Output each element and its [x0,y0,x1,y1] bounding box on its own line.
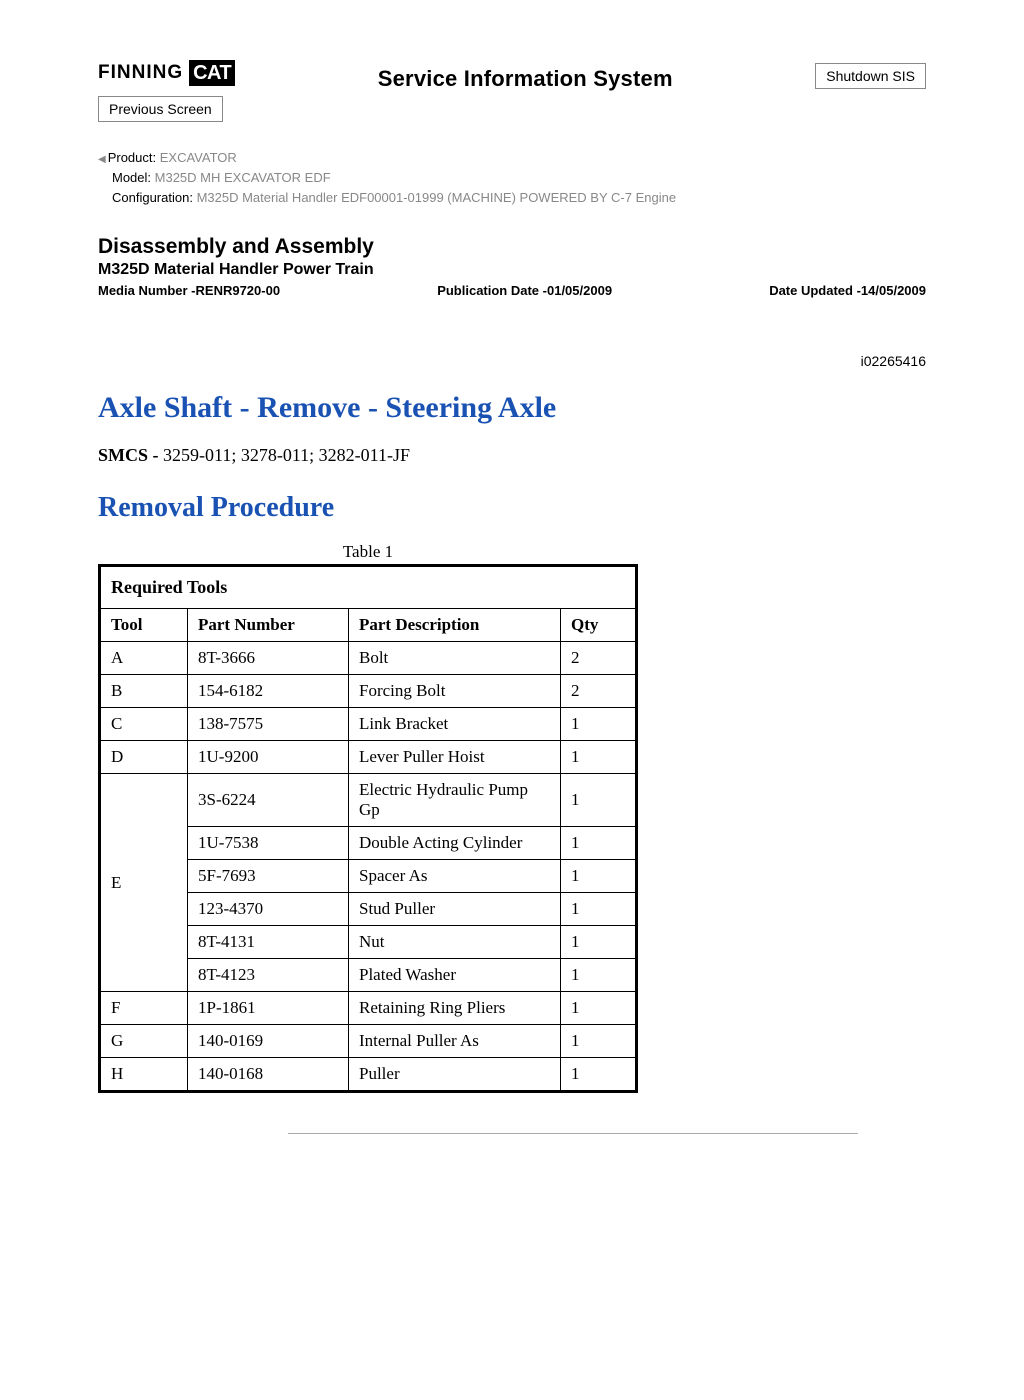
subsystem-heading: M325D Material Handler Power Train [98,261,926,279]
cell-tool: D [100,741,188,774]
cell-qty: 1 [561,1025,637,1058]
cell-qty: 1 [561,1058,637,1092]
cell-desc: Link Bracket [349,708,561,741]
table-row: E3S-6224Electric Hydraulic Pump Gp1 [100,774,637,827]
section-heading: Disassembly and Assembly [98,235,926,259]
cell-desc: Forcing Bolt [349,675,561,708]
cell-partnum: 8T-4131 [188,926,349,959]
cell-qty: 1 [561,992,637,1025]
brand-logo: FINNING CAT [98,60,235,86]
previous-screen-button[interactable]: Previous Screen [98,96,223,122]
cell-desc: Bolt [349,642,561,675]
publication-date: Publication Date -01/05/2009 [437,283,612,298]
cell-tool: E [100,774,188,992]
col-header-qty: Qty [561,609,637,642]
col-header-desc: Part Description [349,609,561,642]
cell-qty: 1 [561,959,637,992]
smcs-codes: SMCS - 3259-011; 3278-011; 3282-011-JF [98,445,926,466]
col-header-tool: Tool [100,609,188,642]
cell-qty: 2 [561,675,637,708]
required-tools-table: Required Tools Tool Part Number Part Des… [98,564,638,1093]
cell-qty: 2 [561,642,637,675]
section-divider [288,1133,858,1134]
brand-text: FINNING [98,62,183,84]
cell-desc: Stud Puller [349,893,561,926]
cell-desc: Nut [349,926,561,959]
cell-qty: 1 [561,893,637,926]
product-label: Product: [108,150,156,165]
cell-desc: Retaining Ring Pliers [349,992,561,1025]
table-row: A8T-3666Bolt2 [100,642,637,675]
procedure-heading: Removal Procedure [98,492,926,524]
context-meta: ◀Product: EXCAVATOR Model: M325D MH EXCA… [98,150,926,205]
model-value: M325D MH EXCAVATOR EDF [151,170,331,185]
cell-partnum: 1U-9200 [188,741,349,774]
cell-qty: 1 [561,741,637,774]
table-caption: Table 1 [98,542,638,562]
cell-qty: 1 [561,774,637,827]
cell-partnum: 3S-6224 [188,774,349,827]
table-row: D1U-9200Lever Puller Hoist1 [100,741,637,774]
col-header-partnum: Part Number [188,609,349,642]
cell-partnum: 1U-7538 [188,827,349,860]
cell-partnum: 8T-4123 [188,959,349,992]
article-title: Axle Shaft - Remove - Steering Axle [98,391,926,425]
back-arrow-icon[interactable]: ◀ [98,154,106,165]
model-label: Model: [112,170,151,185]
table-row: B154-6182Forcing Bolt2 [100,675,637,708]
cell-partnum: 123-4370 [188,893,349,926]
cell-qty: 1 [561,827,637,860]
system-title: Service Information System [378,60,673,92]
table-row: C138-7575Link Bracket1 [100,708,637,741]
table-row: G140-0169Internal Puller As1 [100,1025,637,1058]
cell-partnum: 5F-7693 [188,860,349,893]
cell-tool: G [100,1025,188,1058]
shutdown-sis-button[interactable]: Shutdown SIS [815,63,926,89]
brand-badge: CAT [189,60,235,86]
cell-partnum: 138-7575 [188,708,349,741]
cell-tool: H [100,1058,188,1092]
cell-partnum: 140-0169 [188,1025,349,1058]
cell-tool: B [100,675,188,708]
cell-desc: Electric Hydraulic Pump Gp [349,774,561,827]
product-value: EXCAVATOR [156,150,237,165]
cell-desc: Puller [349,1058,561,1092]
cell-tool: C [100,708,188,741]
table-row: F1P-1861Retaining Ring Pliers1 [100,992,637,1025]
top-bar: FINNING CAT Previous Screen Service Info… [98,60,926,122]
date-updated: Date Updated -14/05/2009 [769,283,926,298]
media-number: Media Number -RENR9720-00 [98,283,280,298]
cell-desc: Double Acting Cylinder [349,827,561,860]
cell-qty: 1 [561,926,637,959]
cell-tool: A [100,642,188,675]
table-title: Required Tools [100,566,637,609]
table-row: H140-0168Puller1 [100,1058,637,1092]
config-value: M325D Material Handler EDF00001-01999 (M… [193,190,676,205]
cell-desc: Plated Washer [349,959,561,992]
cell-qty: 1 [561,708,637,741]
section-header: Disassembly and Assembly M325D Material … [98,235,926,298]
cell-desc: Internal Puller As [349,1025,561,1058]
cell-desc: Spacer As [349,860,561,893]
cell-tool: F [100,992,188,1025]
cell-partnum: 1P-1861 [188,992,349,1025]
cell-qty: 1 [561,860,637,893]
cell-desc: Lever Puller Hoist [349,741,561,774]
cell-partnum: 140-0168 [188,1058,349,1092]
cell-partnum: 154-6182 [188,675,349,708]
cell-partnum: 8T-3666 [188,642,349,675]
config-label: Configuration: [112,190,193,205]
document-id: i02265416 [98,353,926,369]
